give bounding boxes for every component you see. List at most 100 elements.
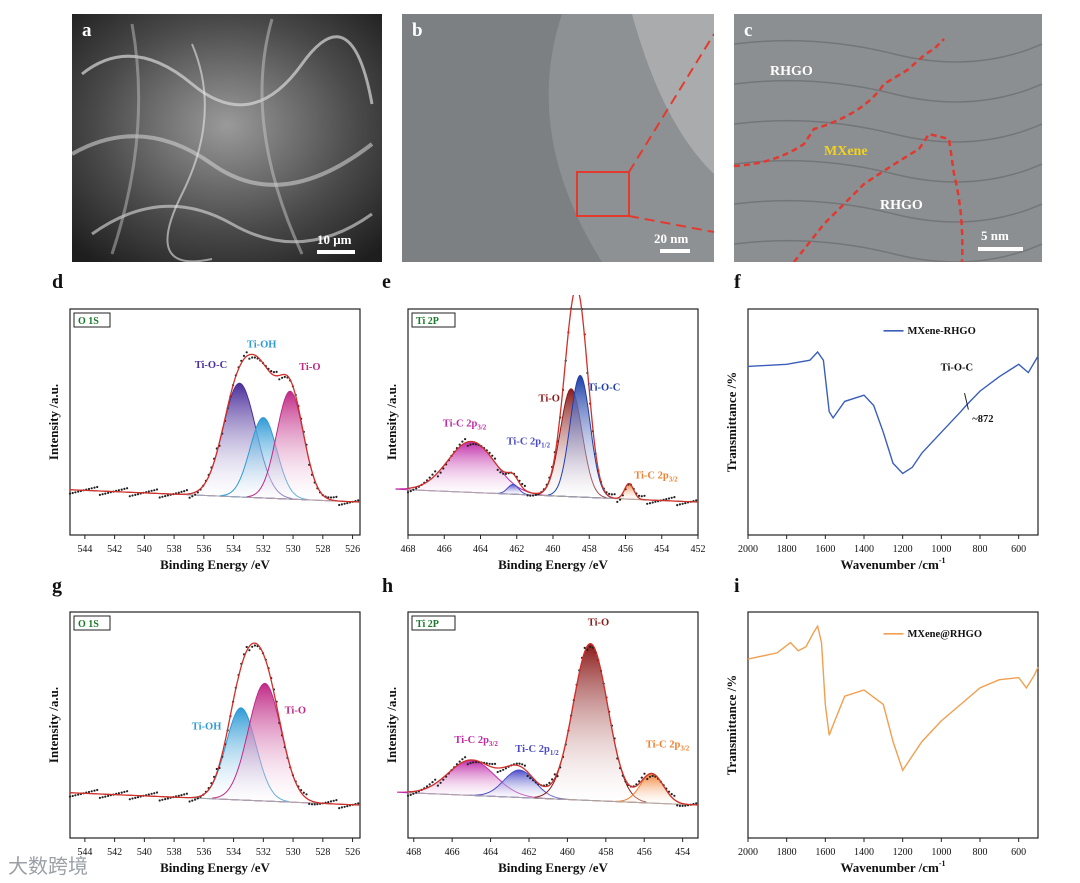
fit-envelope: [69, 353, 361, 503]
data-point: [431, 781, 434, 784]
data-point: [409, 490, 412, 493]
data-point: [496, 770, 499, 774]
y-axis-label: Intensity /a.u.: [46, 687, 61, 763]
badge-box: [73, 312, 111, 328]
x-axis-label: Binding Energy /eV: [498, 860, 608, 875]
zoom-box: [576, 171, 630, 217]
x-tick-label: 452: [691, 544, 706, 555]
x-tick-label: 456: [618, 544, 633, 555]
annotation-label: Ti-O-C: [941, 363, 973, 374]
data-point: [469, 762, 472, 765]
x-tick-label: 1200: [893, 847, 913, 858]
badge-label: Ti 2P: [416, 619, 439, 630]
x-axis-label-sup: -1: [939, 859, 946, 868]
data-point: [436, 784, 439, 787]
data-point: [335, 799, 338, 802]
data-point: [101, 796, 104, 799]
x-tick-label: 532: [256, 544, 271, 555]
data-point: [640, 495, 643, 498]
data-point: [681, 804, 684, 807]
data-point: [551, 778, 554, 781]
data-point: [68, 492, 72, 495]
peak-label: Ti-C 2p1/2: [515, 744, 559, 757]
data-point: [123, 487, 126, 490]
x-tick-label: 2000: [738, 847, 758, 858]
data-point: [166, 494, 169, 497]
xps-chart-d: 544 542 540 538 536 534 532 530 528 526 Binding En…: [46, 308, 361, 572]
data-point: [77, 490, 80, 493]
fit-envelope: [69, 642, 361, 806]
peak-label: Ti-O: [285, 706, 306, 717]
data-point: [428, 476, 431, 479]
data-point: [670, 496, 673, 499]
data-point: [98, 493, 101, 496]
data-point: [474, 443, 478, 446]
data-point: [150, 792, 153, 795]
data-point: [695, 802, 698, 805]
peak-label: Ti-C 2p3/2: [634, 471, 678, 484]
x-axis-label: Binding Energy /eV: [160, 557, 270, 572]
data-point: [434, 778, 437, 781]
x-tick-label: 1000: [931, 847, 951, 858]
x-axis-label: Wavenumber /cm-1: [840, 859, 945, 875]
data-point: [253, 644, 256, 647]
annotation-arrow: [964, 393, 969, 410]
tem-texture: [402, 14, 714, 262]
data-point: [357, 802, 360, 805]
badge-label: O 1S: [78, 619, 99, 630]
y-axis-label: Intensity /a.u.: [384, 687, 399, 763]
mxene-label: MXene: [824, 144, 868, 159]
data-point: [545, 783, 548, 786]
panel-letter-g: g: [52, 575, 62, 597]
data-point: [504, 472, 507, 475]
x-tick-label: 1400: [854, 544, 874, 555]
scale-label: 20 nm: [654, 231, 689, 246]
data-point: [425, 785, 429, 788]
panel-letter-c: c: [744, 20, 753, 41]
data-point: [523, 484, 526, 487]
data-point: [180, 794, 183, 797]
data-point: [431, 473, 434, 476]
data-point: [643, 772, 646, 775]
data-point: [245, 351, 248, 354]
data-point: [98, 796, 101, 799]
data-point: [253, 356, 256, 359]
data-point: [640, 776, 643, 779]
legend-label: MXene@RHGO: [908, 629, 983, 640]
data-point: [164, 798, 167, 801]
x-tick-label: 544: [77, 544, 92, 555]
x-tick-label: 526: [345, 544, 360, 555]
x-tick-label: 454: [675, 847, 690, 858]
data-point: [126, 790, 129, 793]
x-tick-label: 540: [137, 544, 152, 555]
data-point: [77, 793, 80, 796]
data-point: [499, 471, 502, 474]
x-tick-label: 538: [167, 544, 182, 555]
xps-chart-h: 468 466 464 462 460 458 456 454 Binding Energy /…: [384, 611, 699, 875]
data-point: [667, 497, 671, 500]
data-point: [191, 799, 194, 802]
data-point: [638, 494, 641, 497]
ftir-chart-i: 2000 1800 1600 1400 1200 1000 800 600 Wavenumber…: [724, 611, 1039, 875]
data-point: [335, 495, 338, 498]
plot-frame: [747, 308, 1039, 536]
data-point: [327, 496, 330, 499]
data-point: [329, 800, 333, 803]
data-point: [613, 493, 616, 496]
data-point: [191, 495, 194, 498]
fit-envelope: [408, 643, 699, 806]
x-tick-label: 540: [137, 847, 152, 858]
data-point: [532, 779, 535, 782]
data-point: [651, 501, 654, 504]
data-point: [340, 503, 343, 506]
data-point: [343, 805, 346, 808]
scale-label: 10 μm: [317, 232, 352, 247]
data-point: [523, 764, 526, 767]
data-point: [515, 762, 518, 765]
data-point: [458, 443, 461, 446]
x-tick-label: 462: [521, 847, 536, 858]
data-point: [548, 781, 551, 784]
data-point: [346, 502, 349, 505]
sem-image-a: a 10 μm: [72, 14, 382, 262]
x-tick-label: 466: [437, 544, 452, 555]
